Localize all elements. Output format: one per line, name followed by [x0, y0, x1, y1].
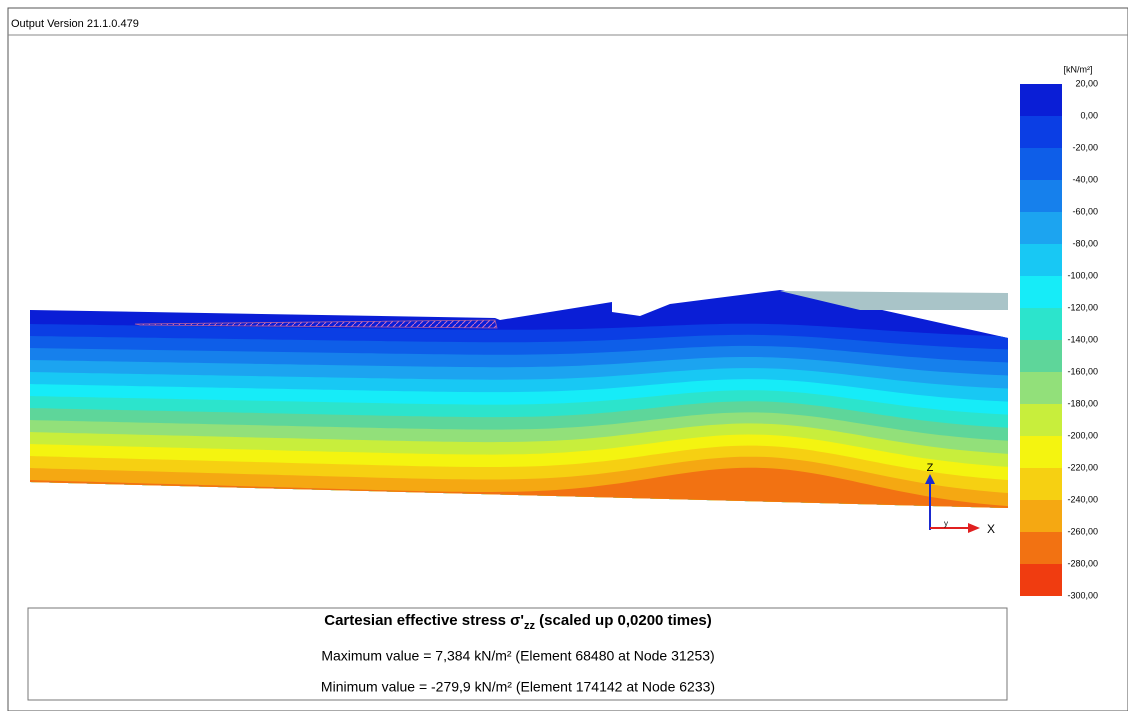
- legend-swatch: [1020, 436, 1062, 468]
- x-arrowhead: [968, 523, 980, 533]
- legend-label: -240,00: [1067, 494, 1098, 504]
- legend-label: -100,00: [1067, 270, 1098, 280]
- info-title-main: Cartesian effective stress σ': [324, 612, 524, 629]
- stress-contour-plot: [30, 290, 1008, 508]
- legend-label: 0,00: [1080, 110, 1098, 120]
- x-axis-label: X: [987, 522, 995, 536]
- legend-swatch: [1020, 372, 1062, 404]
- legend-label: -60,00: [1072, 206, 1098, 216]
- z-arrowhead: [925, 474, 935, 484]
- y-axis-label: y: [944, 519, 948, 528]
- legend-swatch: [1020, 276, 1062, 308]
- legend-label: -80,00: [1072, 238, 1098, 248]
- legend-label: -120,00: [1067, 302, 1098, 312]
- legend: [kN/m²] 20,00 0,00 -20,00 -40,00 -60,00 -80,0…: [1020, 64, 1098, 600]
- legend-swatch: [1020, 180, 1062, 212]
- legend-swatch: [1020, 148, 1062, 180]
- max-value-line: Maximum value = 7,384 kN/m² (Element 684…: [321, 648, 714, 664]
- legend-swatch: [1020, 468, 1062, 500]
- legend-label: -300,00: [1067, 590, 1098, 600]
- info-title: Cartesian effective stress σ'zz (scaled …: [324, 612, 712, 632]
- hatched-region: [134, 319, 498, 329]
- legend-swatch: [1020, 532, 1062, 564]
- info-title-rest: (scaled up 0,0200 times): [535, 612, 712, 629]
- slab: [780, 291, 1008, 310]
- legend-label: -220,00: [1067, 462, 1098, 472]
- legend-swatch: [1020, 212, 1062, 244]
- window-title: Output Version 21.1.0.479: [11, 18, 139, 30]
- legend-swatch: [1020, 308, 1062, 340]
- legend-swatch: [1020, 564, 1062, 596]
- legend-label: -200,00: [1067, 430, 1098, 440]
- legend-label: -260,00: [1067, 526, 1098, 536]
- legend-swatch: [1020, 244, 1062, 276]
- legend-unit: [kN/m²]: [1064, 64, 1093, 74]
- legend-label: -280,00: [1067, 558, 1098, 568]
- legend-swatch: [1020, 500, 1062, 532]
- min-value-line: Minimum value = -279,9 kN/m² (Element 17…: [321, 679, 715, 695]
- legend-swatch: [1020, 116, 1062, 148]
- info-title-sub: zz: [524, 620, 536, 632]
- legend-label: -40,00: [1072, 174, 1098, 184]
- legend-swatch: [1020, 84, 1062, 116]
- legend-label: -180,00: [1067, 398, 1098, 408]
- legend-label: -140,00: [1067, 334, 1098, 344]
- legend-label: -160,00: [1067, 366, 1098, 376]
- legend-swatch: [1020, 340, 1062, 372]
- info-box: [27, 607, 1008, 701]
- z-axis-label: Z: [927, 462, 934, 474]
- legend-label: 20,00: [1075, 78, 1098, 88]
- legend-label: -20,00: [1072, 142, 1098, 152]
- legend-swatch: [1020, 404, 1062, 436]
